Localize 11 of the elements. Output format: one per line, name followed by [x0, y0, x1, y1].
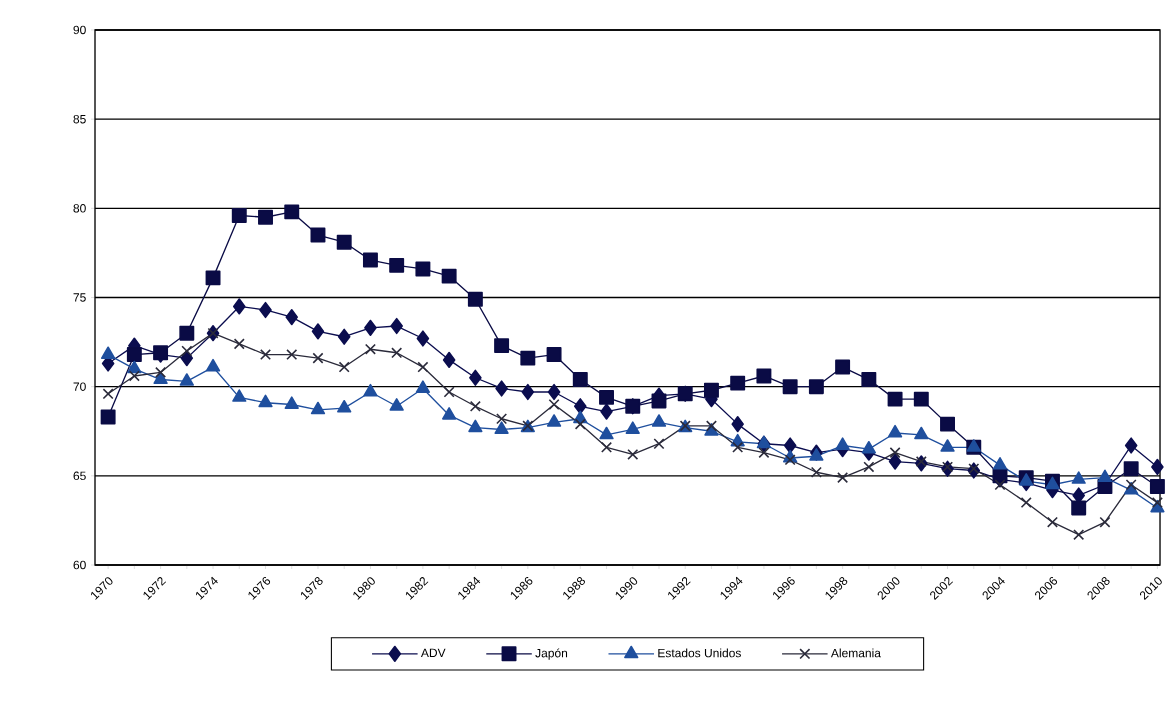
y-tick-label: 85 — [73, 114, 86, 124]
y-tick-label: 60 — [73, 560, 86, 570]
y-tick-label: 65 — [73, 471, 86, 481]
legend-label: Estados Unidos — [658, 648, 741, 658]
y-tick-label: 75 — [73, 293, 86, 302]
y-tick-label: 70 — [73, 382, 86, 391]
y-tick-label: 90 — [73, 25, 86, 35]
legend-label: ADV — [420, 648, 446, 657]
y-tick-label: 80 — [73, 204, 86, 213]
legend-label: Alemania — [830, 648, 881, 658]
legend-label: Japón — [535, 648, 568, 660]
